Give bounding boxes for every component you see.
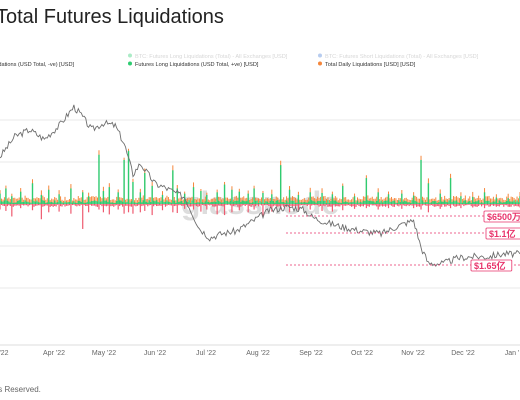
- grid: [0, 119, 520, 346]
- liquidation-bars: [0, 148, 520, 229]
- price-line: [0, 104, 520, 267]
- x-tick-label: Jun '22: [144, 350, 166, 357]
- legend-label: BTC: Futures Long Liquidations (Total) -…: [135, 54, 288, 60]
- x-tick-label: Oct '22: [351, 350, 373, 357]
- x-tick-label: Nov '22: [401, 350, 425, 357]
- value-label: $6500万: [487, 212, 520, 222]
- x-tick-label: '22: [0, 350, 9, 357]
- copyright-footer: ts Reserved.: [0, 385, 41, 394]
- legend-label: Total Daily Liquidations [USD] [USD]: [325, 62, 416, 68]
- x-tick-label: Jul '22: [196, 350, 216, 357]
- value-label: $1.1亿: [489, 228, 516, 239]
- legend-marker: [128, 61, 132, 66]
- value-tag: [470, 259, 513, 272]
- x-tick-label: Dec '22: [451, 350, 475, 357]
- legend-label: BTC: Futures Short Liquidations (Total) …: [325, 54, 479, 60]
- value-tag: [483, 210, 520, 223]
- x-tick-label: Sep '22: [299, 350, 323, 357]
- legend-marker: [318, 61, 322, 66]
- x-tick-label: Apr '22: [43, 350, 65, 357]
- btc-price-line: [0, 104, 520, 267]
- legend: BTC: Futures Long Liquidations (Total) -…: [0, 53, 479, 68]
- legend-label: Futures Long Liquidations (USD Total, +v…: [135, 62, 259, 68]
- value-label: $1.65亿: [474, 260, 506, 271]
- legend-marker: [128, 53, 132, 58]
- x-tick-label: Jan ': [505, 350, 520, 357]
- x-tick-label: May '22: [92, 350, 116, 357]
- chart-title: Total Futures Liquidations: [0, 6, 224, 28]
- x-axis-ticks: '22 Apr '22 May '22 Jun '22 Jul '22 Aug '22 Se…: [0, 350, 519, 357]
- legend-label: uidations (USD Total, -ve) [USD]: [0, 62, 75, 68]
- value-labels: $6500万 $1.1亿 $1.65亿: [286, 210, 520, 272]
- x-tick-label: Aug '22: [246, 350, 270, 357]
- value-tag: [485, 227, 520, 240]
- legend-marker: [318, 53, 322, 58]
